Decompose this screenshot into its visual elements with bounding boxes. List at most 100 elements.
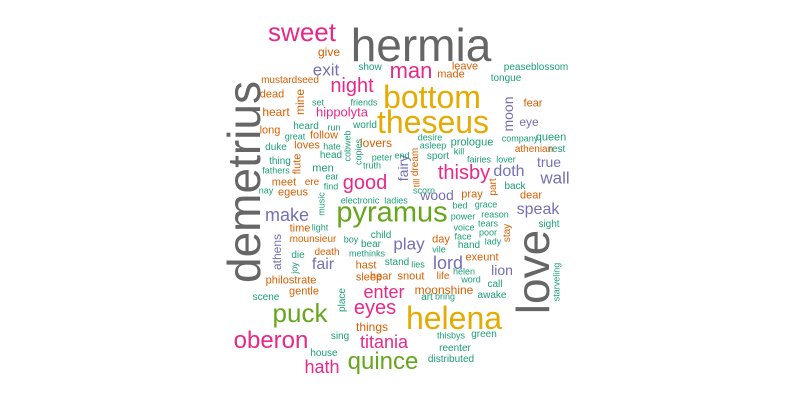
word-run: run [327,122,341,133]
word-wall: wall [540,168,570,188]
word-world: world [353,120,377,131]
word-day: day [432,233,450,246]
word-stand: stand [384,257,410,268]
word-enter: enter [363,282,405,302]
word-demetrius: demetrius [218,81,270,283]
word-copies: copies [353,138,364,166]
word-hear: hear [369,270,393,283]
word-place: place [337,288,348,312]
word-show: show [358,62,382,73]
word-things: things [355,320,389,334]
word-philostrate: philostrate [265,274,317,287]
word-call: call [487,279,503,290]
word-make: make [264,205,310,225]
word-life: life [436,271,450,282]
word-lord: lord [432,253,464,273]
word-truth: truth [362,160,382,171]
word-scorn: scorn [412,185,436,196]
word-hate: hate [323,141,341,152]
word-back: back [504,181,526,192]
word-ear: ear [325,171,339,182]
word-hermia: hermia [350,19,492,71]
word-long: long [259,124,281,137]
word-bed: bed [452,200,468,211]
word-end: end [394,150,410,161]
word-green: green [471,329,497,340]
word-kill: kill [453,146,465,157]
word-great: great [284,131,306,142]
word-lovers: lovers [359,136,393,150]
word-give: give [317,45,341,59]
word-exeunt: exeunt [465,251,499,264]
word-awake: awake [477,290,507,301]
word-grace: grace [474,199,498,210]
word-music: music [316,192,327,216]
word-puck: puck [272,298,328,328]
word-theseus: theseus [376,104,490,140]
word-dear: dear [519,189,543,202]
word-oberon: oberon [233,327,309,354]
word-starveling: starveling [551,262,562,302]
word-good: good [342,172,388,194]
word-hippolyta: hippolyta [315,104,369,120]
word-doth: doth [493,163,525,180]
word-electronic: electronic [340,195,380,206]
word-follow: follow [309,129,339,142]
word-reason: reason [481,209,509,220]
word-mustardseed: mustardseed [261,75,319,86]
word-thing: thing [269,156,291,167]
word-bring: bring [434,291,456,302]
word-child: child [370,230,392,241]
word-helena: helena [405,300,503,336]
word-joy: joy [289,262,300,274]
word-snout: snout [397,270,425,283]
word-flute: flute [291,153,304,175]
word-tongue: tongue [490,73,522,84]
word-fair: fair [311,256,335,273]
word-boy: boy [343,234,359,245]
word-duke: duke [265,142,287,153]
word-time: time [289,222,311,235]
word-eyes: eyes [353,297,397,319]
word-reenter: reenter [439,343,471,354]
word-play: play [393,234,425,254]
word-hath: hath [304,357,340,377]
word-house: house [310,348,338,359]
word-scene: scene [252,292,280,303]
word-find: find [323,181,339,192]
word-man: man [389,58,433,83]
word-queen: queen [535,131,567,144]
word-moonshine: moonshine [414,283,474,297]
word-dream: dream [410,147,421,177]
word-speak: speak [516,201,560,218]
word-lover: lover [496,154,516,165]
word-fathers: fathers [262,165,290,176]
word-tears: tears [477,218,499,229]
word-true: true [536,154,562,170]
word-mounsieur: mounsieur [289,234,337,245]
word-part: part [488,178,499,196]
word-pyramus: pyramus [336,196,448,229]
word-hast: hast [355,259,377,272]
word-ladies: ladies [384,195,408,206]
word-moon: moon [500,96,516,132]
word-cobweb: cobweb [342,130,353,162]
word-vile: vile [432,244,446,255]
word-art: art [421,292,433,303]
word-peter: peter [371,152,393,163]
word-bottom: bottom [383,79,481,115]
word-eye: eye [519,115,539,129]
word-fear: fear [523,97,543,110]
word-athens: athens [270,233,284,271]
word-friends: friends [350,97,378,108]
word-sight: sight [538,219,560,230]
word-bear: bear [360,239,382,250]
word-die: die [291,250,305,261]
word-sleep: sleep [355,271,383,284]
word-leave: leave [451,60,479,73]
word-fairies: fairies [466,154,492,165]
word-night: night [330,75,374,97]
word-thisby: thisby [437,162,491,184]
word-hand: hand [457,240,481,251]
